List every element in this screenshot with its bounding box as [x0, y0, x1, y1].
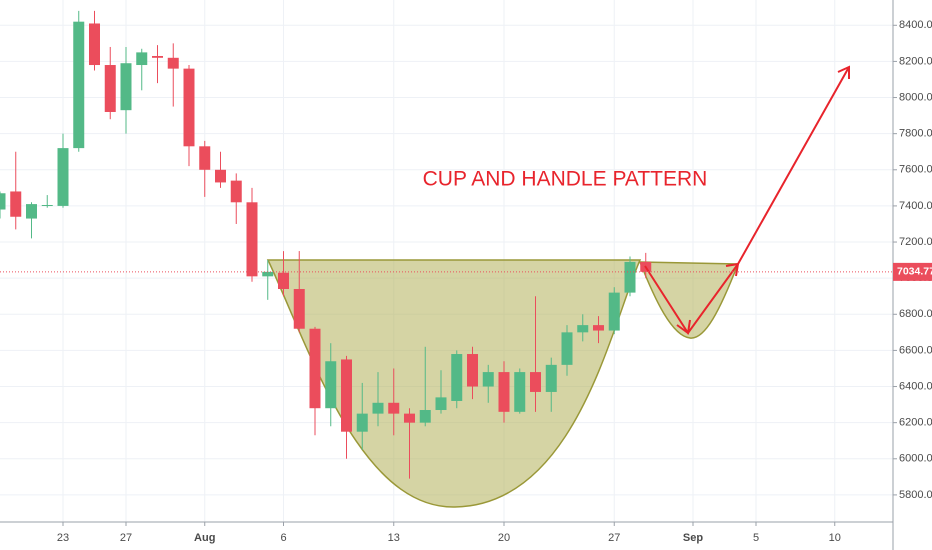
- candle-body: [388, 402, 400, 414]
- candle-body: [246, 202, 258, 277]
- y-tick-label: 7600.00: [899, 164, 932, 176]
- y-tick-label: 8400.00: [899, 19, 932, 31]
- candle-body: [215, 169, 226, 183]
- x-tick-label: 27: [608, 532, 620, 544]
- x-tick-label: 10: [829, 532, 841, 544]
- candle-body: [593, 325, 604, 331]
- candle-body: [404, 413, 415, 423]
- x-tick-label: Sep: [683, 532, 703, 544]
- candle-body: [278, 272, 289, 289]
- y-tick-label: 6200.00: [899, 417, 932, 429]
- y-tick-label: 6800.00: [899, 308, 932, 320]
- candle-body: [152, 55, 163, 58]
- last-price-label: 7034.77: [897, 266, 932, 278]
- candle-body: [356, 413, 368, 432]
- candle-body: [309, 328, 321, 409]
- candle-body: [325, 361, 337, 409]
- y-tick-label: 5800.00: [899, 489, 932, 501]
- candle-body: [577, 325, 589, 333]
- candle-body: [167, 57, 179, 69]
- candle-body: [89, 23, 100, 66]
- candle-body: [530, 372, 541, 392]
- candle-body: [136, 52, 148, 66]
- candle-body: [293, 288, 305, 329]
- candle-body: [498, 372, 510, 412]
- y-tick-label: 8200.00: [899, 55, 932, 67]
- x-tick-label: 5: [753, 532, 759, 544]
- candle-body: [120, 63, 132, 111]
- candle-body: [545, 364, 557, 392]
- y-tick-label: 7200.00: [899, 236, 932, 248]
- candle-body: [624, 261, 636, 293]
- candle-body: [104, 65, 116, 112]
- x-tick-label: 20: [498, 532, 510, 544]
- candle-body: [183, 68, 195, 147]
- candle-body: [451, 354, 463, 401]
- y-tick-label: 6400.00: [899, 380, 932, 392]
- candle-body: [41, 205, 53, 207]
- candle-body: [608, 292, 620, 331]
- y-tick-label: 6000.00: [899, 453, 932, 465]
- candle-body: [10, 191, 22, 217]
- y-tick-label: 7800.00: [899, 128, 932, 140]
- candle-body: [514, 372, 526, 412]
- candle-body: [561, 332, 573, 365]
- x-tick-label: 23: [57, 532, 69, 544]
- candle-body: [57, 148, 69, 206]
- x-tick-label: 27: [120, 532, 132, 544]
- candle-body: [73, 21, 85, 149]
- last-price-box: [893, 262, 932, 281]
- candle-body: [435, 397, 447, 411]
- candle-body: [26, 204, 37, 219]
- candle-body: [467, 354, 478, 387]
- y-tick-label: 8000.00: [899, 91, 932, 103]
- x-tick-label: 6: [280, 532, 286, 544]
- x-tick-label: 13: [388, 532, 400, 544]
- y-tick-label: 7400.00: [899, 200, 932, 212]
- candle-body: [419, 410, 431, 423]
- candle-body: [341, 359, 352, 432]
- pattern-label: CUP AND HANDLE PATTERN: [423, 168, 708, 191]
- candle-body: [0, 193, 6, 210]
- projection-arrows: [644, 65, 850, 335]
- y-tick-label: 6600.00: [899, 344, 932, 356]
- candle-body: [262, 271, 274, 277]
- candle-body: [199, 146, 211, 170]
- handle-shape: [638, 261, 740, 339]
- x-tick-label: Aug: [194, 532, 215, 544]
- candle-body: [482, 372, 494, 387]
- candle-body: [230, 180, 242, 203]
- candle-body: [372, 402, 384, 414]
